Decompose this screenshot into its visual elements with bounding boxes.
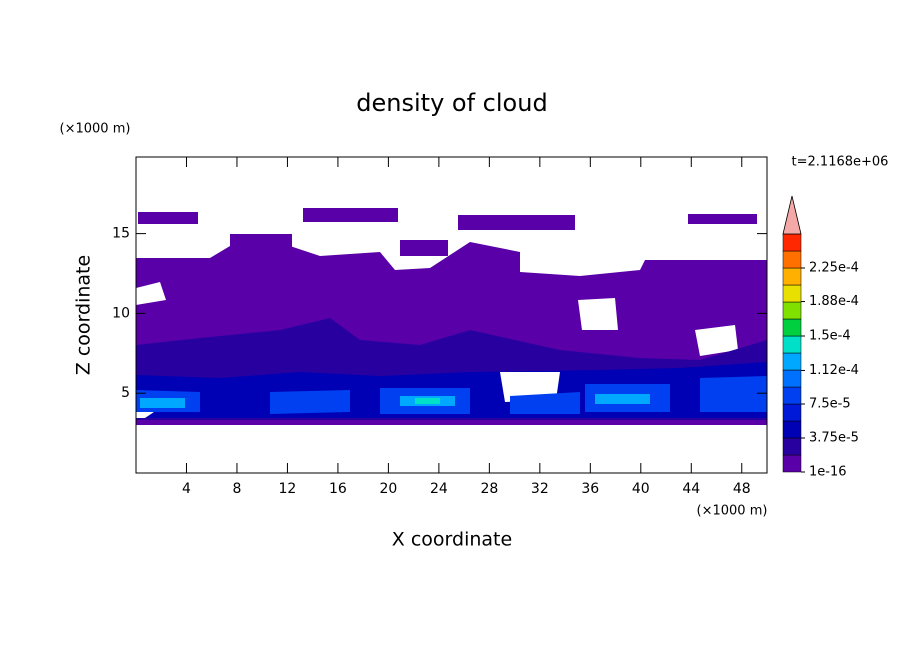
- x-tick-label: 20: [379, 481, 397, 497]
- colorbar-band: [782, 267, 802, 286]
- x-tick-label: 32: [531, 481, 549, 497]
- x-tick-label: 24: [430, 481, 448, 497]
- x-tick-label: 4: [182, 481, 191, 497]
- colorbar-band: [782, 318, 802, 337]
- x-tick-label: 48: [733, 481, 751, 497]
- colorbar-band: [782, 420, 802, 439]
- colorbar-band: [782, 301, 802, 320]
- colorbar-label: 7.5e-5: [809, 397, 851, 412]
- x-tick-label: 44: [682, 481, 700, 497]
- x-axis-title: X coordinate: [392, 529, 512, 551]
- chart-title: density of cloud: [356, 89, 547, 117]
- colorbar-label: 1.5e-4: [809, 329, 851, 344]
- x-tick-label: 8: [232, 481, 241, 497]
- colorbar-band: [782, 335, 802, 354]
- y-tick-label: 15: [112, 226, 130, 242]
- y-tick-label: 5: [121, 385, 130, 401]
- colorbar-band: [782, 369, 802, 388]
- y-unit: (×1000 m): [60, 122, 131, 137]
- colorbar-label: 1e-16: [809, 465, 847, 480]
- y-axis-title: Z coordinate: [73, 255, 95, 375]
- colorbar-extend: [782, 195, 802, 235]
- colorbar-band: [782, 454, 802, 473]
- colorbar-band: [782, 250, 802, 269]
- x-tick-label: 28: [480, 481, 498, 497]
- colorbar-band: [782, 437, 802, 456]
- colorbar-band: [782, 386, 802, 405]
- colorbar-label: 1.12e-4: [809, 363, 859, 378]
- colorbar-band: [782, 352, 802, 371]
- contour-field: [136, 208, 767, 425]
- time-label: t=2.1168e+06: [792, 155, 889, 170]
- colorbar-label: 1.88e-4: [809, 294, 859, 309]
- colorbar-label: 2.25e-4: [809, 261, 859, 276]
- x-unit: (×1000 m): [697, 504, 768, 519]
- colorbar-band: [782, 284, 802, 303]
- plot-frame: [135, 156, 768, 474]
- x-tick-label: 12: [279, 481, 297, 497]
- colorbar-band: [782, 233, 802, 252]
- colorbar-label: 3.75e-5: [809, 431, 859, 446]
- x-tick-label: 36: [581, 481, 599, 497]
- colorbar-band: [782, 403, 802, 422]
- x-tick-label: 40: [632, 481, 650, 497]
- y-tick-label: 10: [112, 305, 130, 321]
- x-tick-label: 16: [329, 481, 347, 497]
